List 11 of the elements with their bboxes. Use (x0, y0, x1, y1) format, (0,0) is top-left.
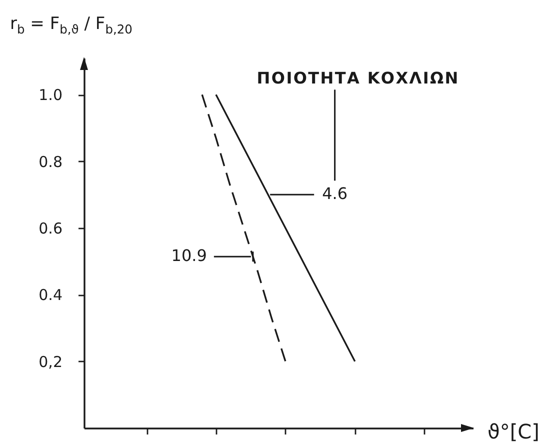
y-tick-label: 0,2 (38, 352, 62, 371)
y-tick-label: 0.6 (38, 220, 62, 238)
y-axis-title: r$_{b}$ = F$_{b,ϑ}$ / F$_{b,20}$ (10, 14, 132, 36)
legend-title: ΠΟΙΟΤΗΤΑ ΚΟΧΛΙΩΝ (256, 68, 460, 88)
line-series (215, 94, 356, 362)
text: 10.9 (171, 246, 207, 265)
legend-label: 4.6 (322, 184, 348, 204)
y-tick-label: 0.8 (38, 152, 62, 171)
y-tick-label: 1.0 (38, 86, 62, 104)
x-axis-title: ϑ°[C] (488, 420, 540, 444)
y-tick-label: 0.4 (38, 286, 62, 304)
